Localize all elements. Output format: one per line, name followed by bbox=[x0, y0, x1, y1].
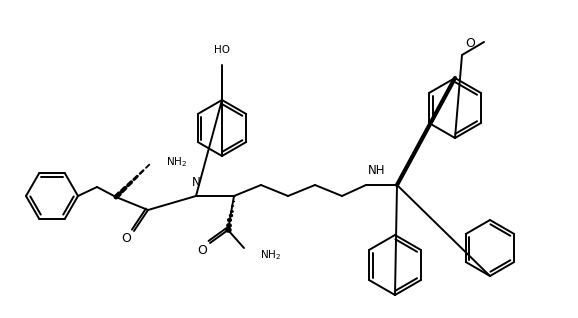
Text: HO: HO bbox=[214, 45, 230, 55]
Text: N: N bbox=[192, 176, 201, 189]
Text: NH: NH bbox=[368, 164, 386, 177]
Text: O: O bbox=[465, 37, 475, 50]
Text: O: O bbox=[121, 232, 131, 245]
Text: NH$_2$: NH$_2$ bbox=[166, 155, 187, 169]
Text: NH$_2$: NH$_2$ bbox=[260, 248, 281, 262]
Text: O: O bbox=[197, 244, 207, 257]
